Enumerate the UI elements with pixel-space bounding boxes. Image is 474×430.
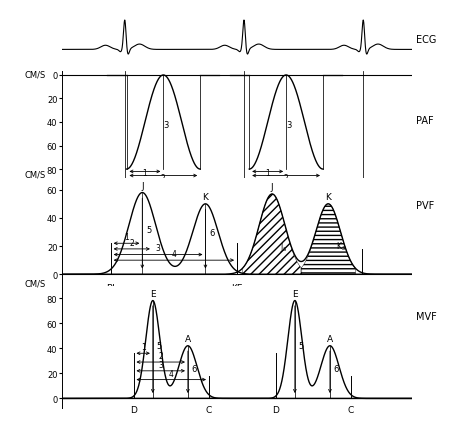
Text: PAF: PAF <box>416 115 434 125</box>
Text: 4: 4 <box>172 249 176 258</box>
Text: ECG: ECG <box>416 34 436 45</box>
Text: A: A <box>185 335 191 344</box>
Text: MVF: MVF <box>416 311 437 322</box>
Text: KE: KE <box>231 283 243 292</box>
Text: 1: 1 <box>124 233 129 242</box>
Text: K: K <box>202 193 209 202</box>
Text: E: E <box>150 289 155 298</box>
Text: 3: 3 <box>158 360 163 369</box>
Text: 4: 4 <box>169 369 173 378</box>
Text: 1: 1 <box>265 169 270 178</box>
Text: 5: 5 <box>146 225 152 234</box>
Text: CM/S: CM/S <box>25 279 46 288</box>
Text: 3: 3 <box>286 120 292 129</box>
Text: D: D <box>272 405 279 414</box>
Text: 1: 1 <box>143 169 147 178</box>
Text: 2: 2 <box>161 173 166 182</box>
Text: 6: 6 <box>333 364 339 373</box>
Text: D: D <box>130 405 137 414</box>
Text: J: J <box>271 183 273 192</box>
Text: CM/S: CM/S <box>25 171 46 179</box>
Text: 6: 6 <box>210 228 215 237</box>
Text: 5: 5 <box>156 341 162 350</box>
Text: K$_S$: K$_S$ <box>336 240 346 253</box>
Text: 6: 6 <box>191 364 197 373</box>
Text: BJ: BJ <box>106 283 115 292</box>
Text: C: C <box>206 405 212 414</box>
Text: 2: 2 <box>158 351 163 360</box>
Text: C: C <box>348 405 354 414</box>
Text: J: J <box>141 181 144 190</box>
Text: J$_S$: J$_S$ <box>280 240 288 253</box>
Text: 3: 3 <box>155 244 161 253</box>
Text: 2: 2 <box>284 173 289 182</box>
Text: 2: 2 <box>129 238 134 247</box>
Text: A: A <box>327 335 333 344</box>
Text: K: K <box>325 193 331 202</box>
Text: 5: 5 <box>299 341 304 350</box>
Text: CM/S: CM/S <box>25 70 46 79</box>
Text: PVF: PVF <box>416 201 434 211</box>
Text: 1: 1 <box>141 343 146 352</box>
Text: 3: 3 <box>164 120 169 129</box>
Text: E: E <box>292 289 298 298</box>
